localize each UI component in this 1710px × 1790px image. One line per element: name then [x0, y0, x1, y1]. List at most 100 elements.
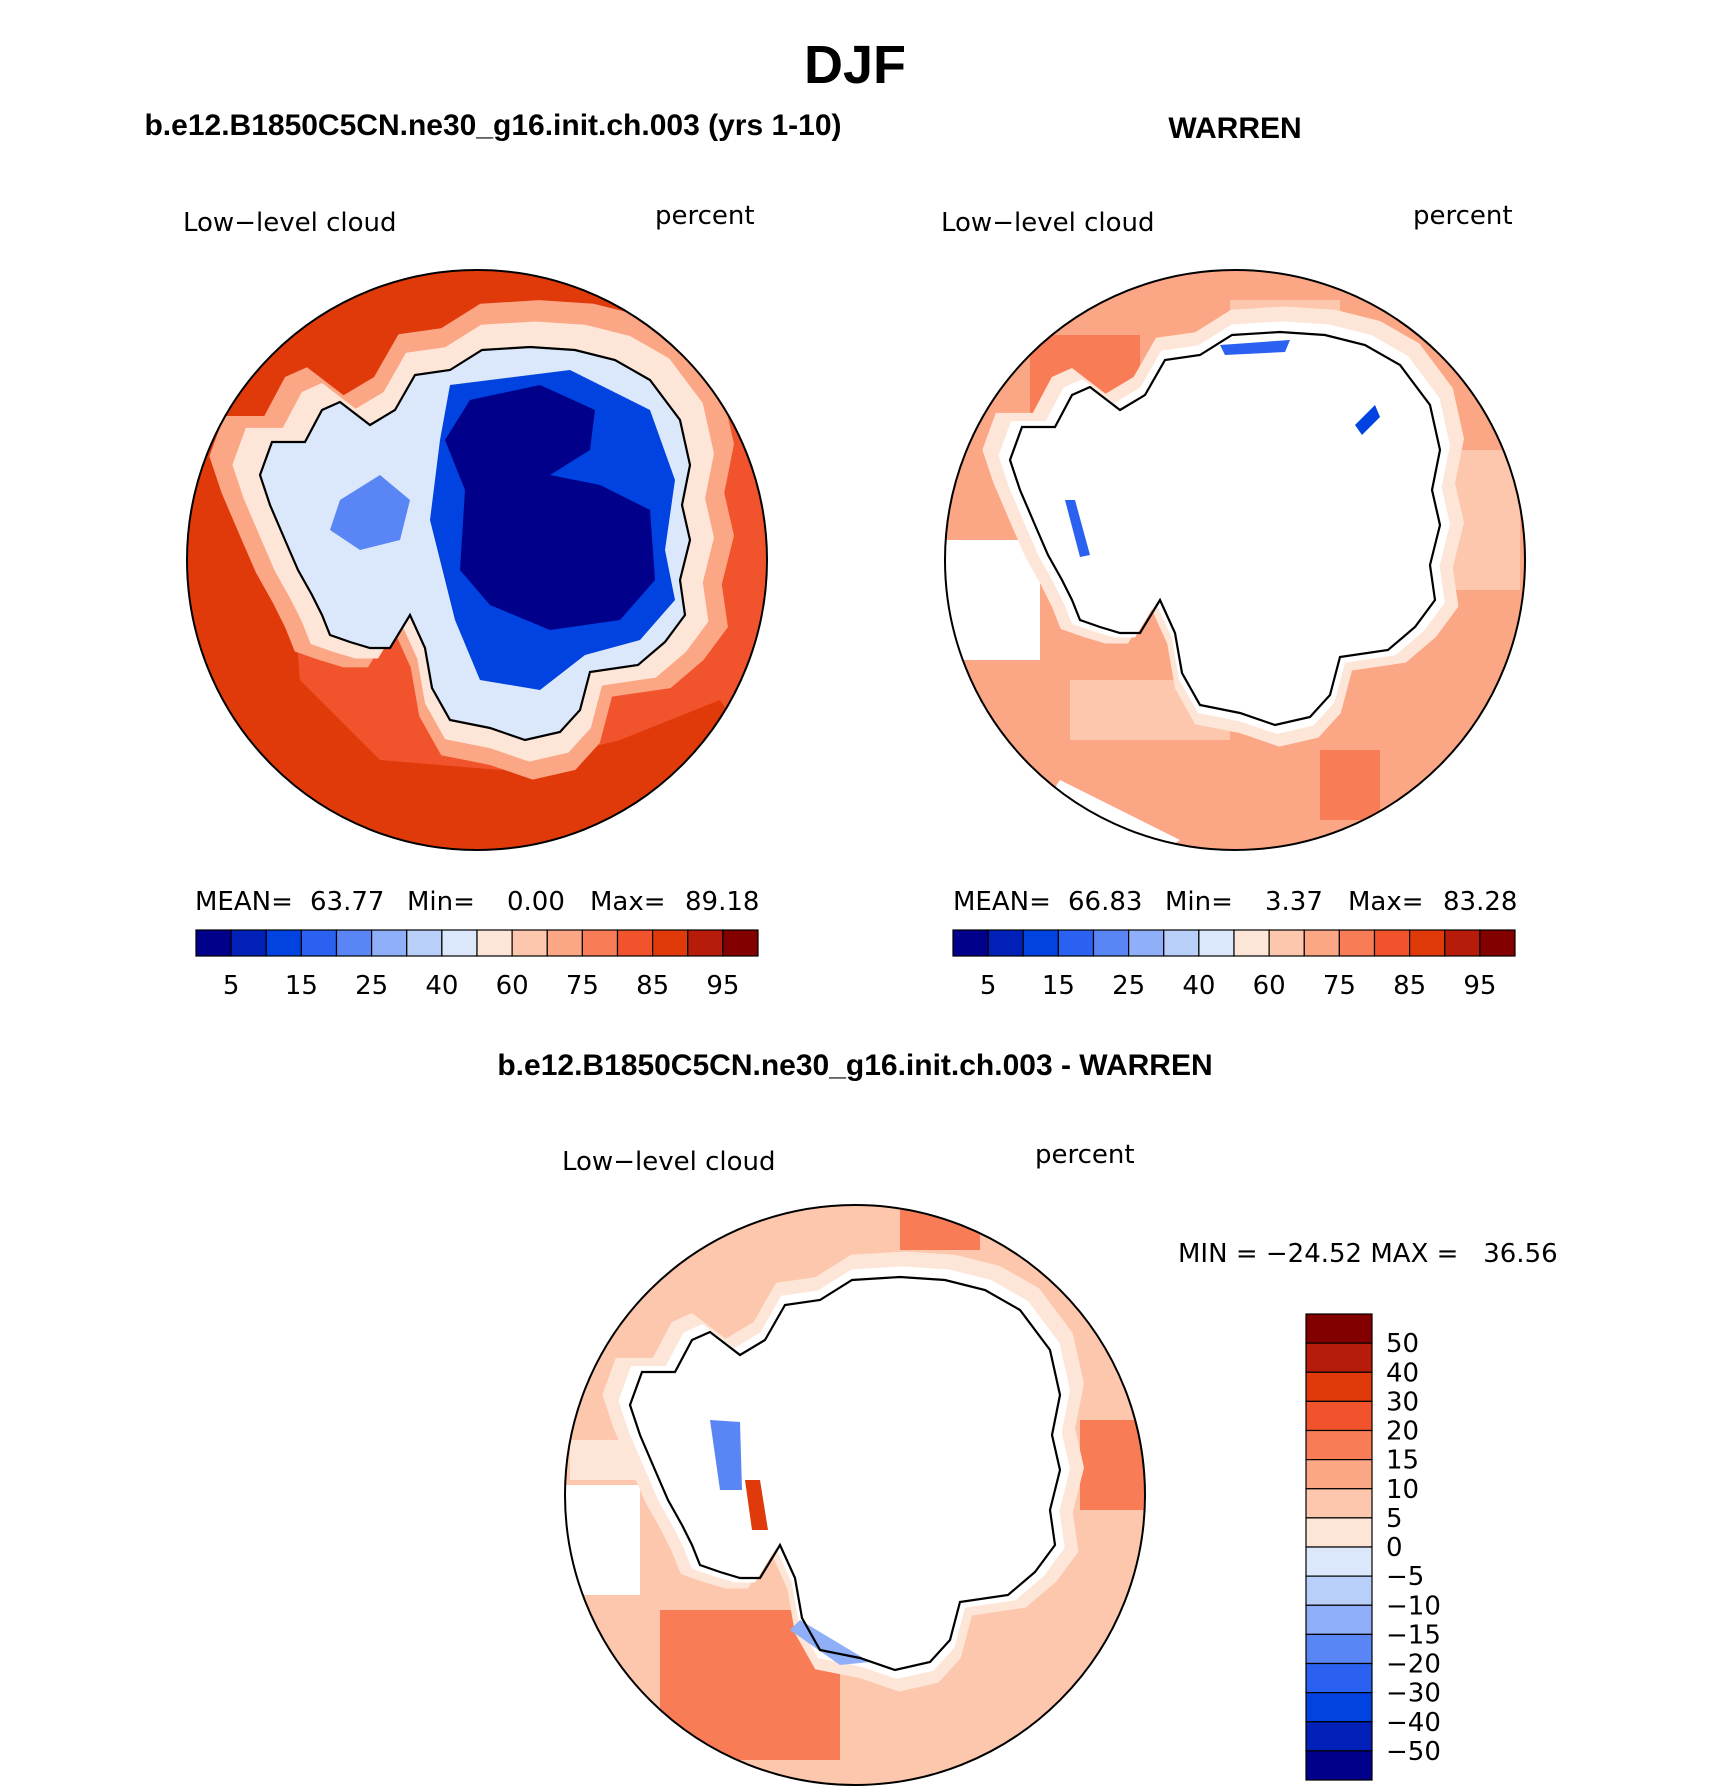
- panel-c-title: b.e12.B1850C5CN.ne30_g16.init.ch.003 - W…: [497, 1049, 1212, 1082]
- colorbar-tick-label: −30: [1386, 1679, 1441, 1709]
- colorbar-swatch: [1305, 1429, 1373, 1461]
- colorbar-swatch: [1057, 929, 1095, 957]
- colorbar-swatch: [300, 929, 338, 957]
- panel-c-patch-2: [1080, 1420, 1145, 1510]
- figure-title: DJF: [804, 35, 906, 95]
- colorbar-swatch: [1305, 1488, 1373, 1519]
- colorbar-swatch: [1305, 1371, 1373, 1402]
- panel-a-min-label: Min=: [407, 887, 475, 917]
- colorbar-swatch: [1305, 1342, 1373, 1373]
- panel-a-colorbar: 5 15 25 40 60 75 85 95: [195, 929, 759, 1001]
- panel-b-map-border: [944, 269, 1526, 851]
- panel-c-red-patch-west: [745, 1480, 768, 1530]
- colorbar-swatch: [1305, 1750, 1373, 1781]
- panel-c-map: [565, 1205, 1145, 1785]
- colorbar-swatch: [1338, 929, 1376, 957]
- panel-a-min-value: 0.00: [507, 887, 565, 917]
- colorbar-swatch: [1128, 929, 1165, 957]
- colorbar-swatch: [441, 929, 478, 957]
- colorbar-swatch: [1163, 929, 1200, 957]
- panel-c-left-string: Low−level cloud: [562, 1147, 775, 1177]
- panel-b-right-string: percent: [1413, 201, 1513, 231]
- colorbar-swatch: [1305, 1692, 1373, 1723]
- colorbar-tick-label: 15: [1386, 1446, 1419, 1476]
- colorbar-tick-label: 95: [706, 971, 739, 1001]
- colorbar-swatch: [1373, 929, 1411, 957]
- colorbar-tick-label: 25: [355, 971, 388, 1001]
- colorbar-swatch: [616, 929, 654, 957]
- colorbar-swatch: [581, 929, 619, 957]
- colorbar-swatch: [406, 929, 443, 957]
- colorbar-swatch: [652, 929, 689, 957]
- colorbar-tick-label: 85: [1393, 971, 1426, 1001]
- panel-a-map: [187, 270, 767, 850]
- panel-a-west-interior: [330, 475, 410, 550]
- colorbar-swatch: [1305, 1400, 1373, 1432]
- panel-c-blue-patch-west: [710, 1420, 742, 1490]
- panel-b-min-value: 3.37: [1265, 887, 1323, 917]
- colorbar-tick-label: 95: [1463, 971, 1496, 1001]
- panel-a-map-border: [186, 269, 768, 851]
- colorbar-tick-label: 40: [1182, 971, 1215, 1001]
- colorbar-tick-label: 60: [1253, 971, 1286, 1001]
- panel-b-left-string: Low−level cloud: [941, 208, 1154, 238]
- panel-c-right-string: percent: [1035, 1140, 1135, 1170]
- panel-b: Low−level cloud percent MEAN= 66.83 Min=: [941, 201, 1526, 1001]
- panel-b-max-value: 83.28: [1443, 887, 1517, 917]
- colorbar-swatch: [1305, 1459, 1373, 1490]
- colorbar-swatch: [1305, 1517, 1373, 1548]
- colorbar-tick-label: 25: [1112, 971, 1145, 1001]
- panel-b-mean-label: MEAN=: [953, 887, 1051, 917]
- colorbar-swatch: [722, 929, 759, 957]
- colorbar-swatch: [195, 929, 232, 957]
- panel-b-blue-patch-ne: [1355, 405, 1380, 435]
- panel-a-right-string: percent: [655, 201, 755, 231]
- colorbar-swatch: [1305, 1546, 1373, 1577]
- colorbar-swatch: [476, 929, 513, 957]
- panel-c-map-border: [564, 1204, 1146, 1786]
- colorbar-swatch: [1233, 929, 1270, 957]
- colorbar-tick-label: 30: [1386, 1387, 1419, 1417]
- panel-b-missing-west: [945, 540, 1040, 660]
- panel-a-plateau: [445, 385, 655, 630]
- colorbar-tick-label: 50: [1386, 1329, 1419, 1359]
- colorbar-swatch: [687, 929, 724, 957]
- colorbar-swatch: [1268, 929, 1305, 957]
- colorbar-tick-label: 10: [1386, 1475, 1419, 1505]
- panel-b-min-label: Min=: [1165, 887, 1233, 917]
- colorbar-swatch: [1022, 929, 1059, 957]
- colorbar-tick-label: 5: [980, 971, 997, 1001]
- panel-a-max-value: 89.18: [685, 887, 759, 917]
- colorbar-swatch: [1305, 1313, 1373, 1344]
- colorbar-tick-label: −50: [1386, 1737, 1441, 1767]
- colorbar-swatch: [335, 929, 373, 957]
- panel-b-blue-patch-west: [1065, 500, 1090, 557]
- panel-b-mean-value: 66.83: [1068, 887, 1142, 917]
- colorbar-tick-label: 75: [1323, 971, 1356, 1001]
- panel-b-title: WARREN: [1168, 112, 1301, 145]
- colorbar-swatch: [1409, 929, 1446, 957]
- panel-b-map: [945, 270, 1525, 850]
- colorbar-swatch: [265, 929, 302, 957]
- colorbar-tick-label: 15: [1042, 971, 1075, 1001]
- colorbar-tick-label: 15: [285, 971, 318, 1001]
- panel-b-blue-patch-north: [1220, 340, 1290, 355]
- colorbar-tick-label: −40: [1386, 1708, 1441, 1738]
- panel-a-mean-value: 63.77: [310, 887, 384, 917]
- panel-b-patch-5: [1320, 750, 1380, 820]
- colorbar-tick-label: −15: [1386, 1620, 1441, 1650]
- colorbar-swatch: [952, 929, 989, 957]
- colorbar-swatch: [230, 929, 267, 957]
- panel-a-max-label: Max=: [590, 887, 666, 917]
- panel-a: Low−level cloud percent MEAN= 63.77 Min=…: [183, 201, 768, 1001]
- colorbar-swatch: [1444, 929, 1481, 957]
- colorbar-tick-label: 0: [1386, 1533, 1403, 1563]
- panel-a-title: b.e12.B1850C5CN.ne30_g16.init.ch.003 (yr…: [144, 109, 841, 142]
- colorbar-swatch: [1198, 929, 1235, 957]
- colorbar-tick-label: 60: [496, 971, 529, 1001]
- colorbar-swatch: [1479, 929, 1516, 957]
- colorbar-tick-label: −5: [1386, 1562, 1424, 1592]
- colorbar-swatch: [1305, 1633, 1373, 1665]
- colorbar-tick-label: 40: [1386, 1358, 1419, 1388]
